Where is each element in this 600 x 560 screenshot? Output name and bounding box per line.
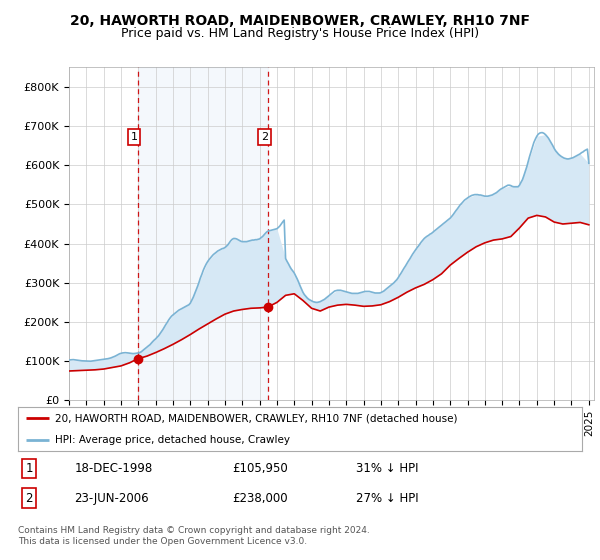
Text: Price paid vs. HM Land Registry's House Price Index (HPI): Price paid vs. HM Land Registry's House … [121,27,479,40]
Text: 1: 1 [131,132,137,142]
Text: 31% ↓ HPI: 31% ↓ HPI [356,462,419,475]
Text: 27% ↓ HPI: 27% ↓ HPI [356,492,419,505]
Text: 1: 1 [26,462,33,475]
Bar [137,67,268,400]
Text: £238,000: £238,000 [232,492,288,505]
Text: 23-JUN-2006: 23-JUN-2006 [74,492,149,505]
Text: £105,950: £105,950 [232,462,288,475]
Text: 2: 2 [26,492,33,505]
Text: 18-DEC-1998: 18-DEC-1998 [74,462,152,475]
Text: 20, HAWORTH ROAD, MAIDENBOWER, CRAWLEY, RH10 7NF (detached house): 20, HAWORTH ROAD, MAIDENBOWER, CRAWLEY, … [55,413,457,423]
Text: Contains HM Land Registry data © Crown copyright and database right 2024.
This d: Contains HM Land Registry data © Crown c… [18,526,370,546]
Text: HPI: Average price, detached house, Crawley: HPI: Average price, detached house, Craw… [55,435,290,445]
Text: 2: 2 [261,132,268,142]
Text: 20, HAWORTH ROAD, MAIDENBOWER, CRAWLEY, RH10 7NF: 20, HAWORTH ROAD, MAIDENBOWER, CRAWLEY, … [70,14,530,28]
